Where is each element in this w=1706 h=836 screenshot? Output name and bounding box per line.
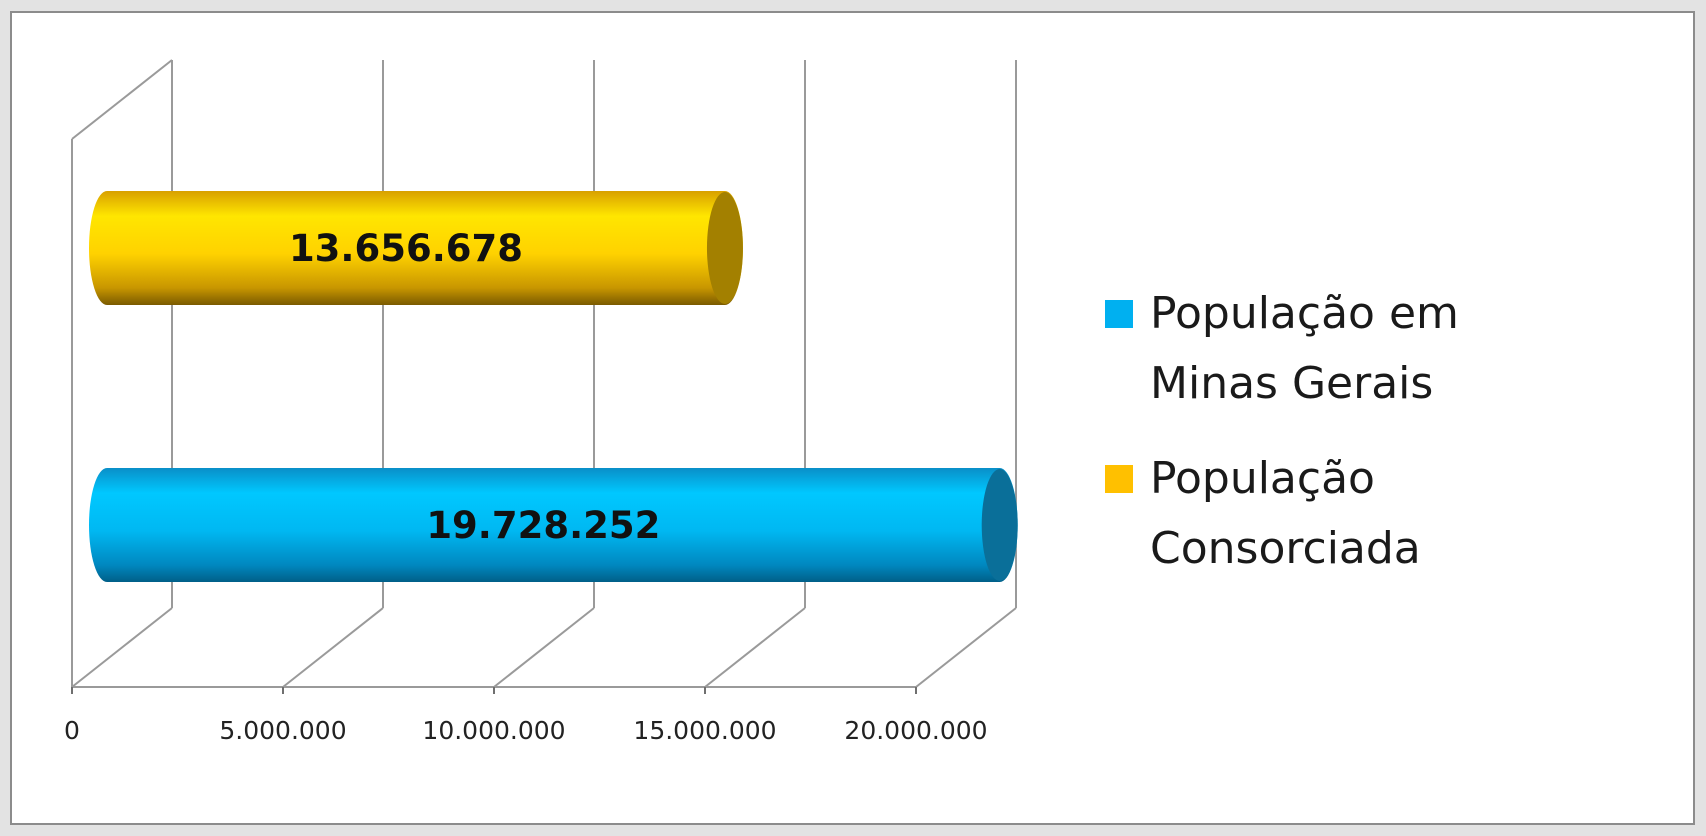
chart-frame: 0 5.000.000 10.000.000 15.000.000 20.000.000… [10, 11, 1695, 825]
floor-gridline [71, 607, 173, 688]
floor-gridline [915, 607, 1017, 688]
x-tick-label: 0 [64, 716, 80, 745]
x-tick-label: 20.000.000 [844, 716, 987, 745]
labels-layer: 13.656.678 19.728.252 [289, 227, 660, 547]
grid-layer: 0 5.000.000 10.000.000 15.000.000 20.000.000 [64, 59, 1017, 745]
legend-swatch [1105, 465, 1133, 493]
x-tick-label: 10.000.000 [422, 716, 565, 745]
bar-end-cap [981, 469, 1018, 581]
data-label: 13.656.678 [289, 227, 523, 270]
legend-entry-label: População em Minas Gerais [1150, 288, 1459, 409]
legend-swatch [1105, 300, 1133, 328]
floor-gridline [282, 607, 384, 688]
x-tick-label: 15.000.000 [633, 716, 776, 745]
floor-gridline [493, 607, 595, 688]
bar-populacao-consorciada [89, 191, 743, 305]
bar-populacao-minas-gerais [89, 468, 1018, 582]
chart-svg: 0 5.000.000 10.000.000 15.000.000 20.000.000… [64, 59, 1459, 745]
floor-gridline [704, 607, 806, 688]
x-tick-label: 5.000.000 [219, 716, 346, 745]
left-wall-top-edge [71, 59, 173, 140]
bar-end-cap [706, 192, 743, 304]
data-label: 19.728.252 [426, 504, 660, 547]
legend: População em Minas Gerais População Consorc… [1105, 288, 1459, 574]
bars-layer [89, 191, 1018, 582]
legend-entry-label: População Consorciada [1150, 453, 1421, 574]
